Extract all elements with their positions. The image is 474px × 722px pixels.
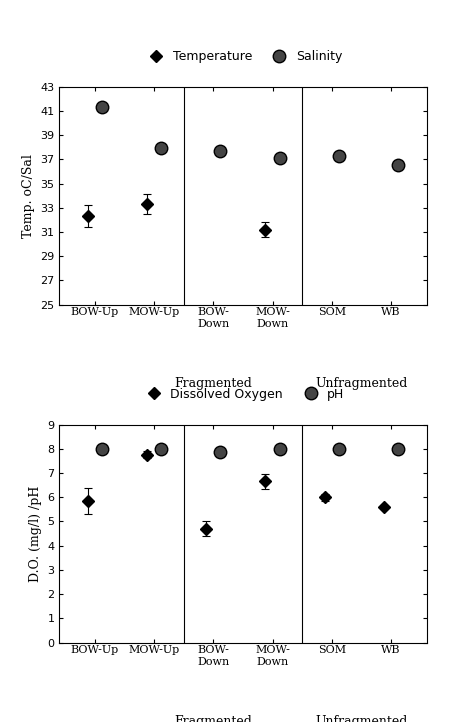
Y-axis label: D.O. (mg/l) /pH: D.O. (mg/l) /pH [29,485,42,582]
Text: Fragmented: Fragmented [174,715,252,722]
Text: Unfragmented: Unfragmented [315,377,408,390]
Text: Fragmented: Fragmented [174,377,252,390]
Legend: Temperature, Salinity: Temperature, Salinity [139,45,347,68]
Text: Unfragmented: Unfragmented [315,715,408,722]
Y-axis label: Temp. oC/Sal: Temp. oC/Sal [22,154,35,238]
Legend: Dissolved Oxygen, pH: Dissolved Oxygen, pH [137,383,349,406]
